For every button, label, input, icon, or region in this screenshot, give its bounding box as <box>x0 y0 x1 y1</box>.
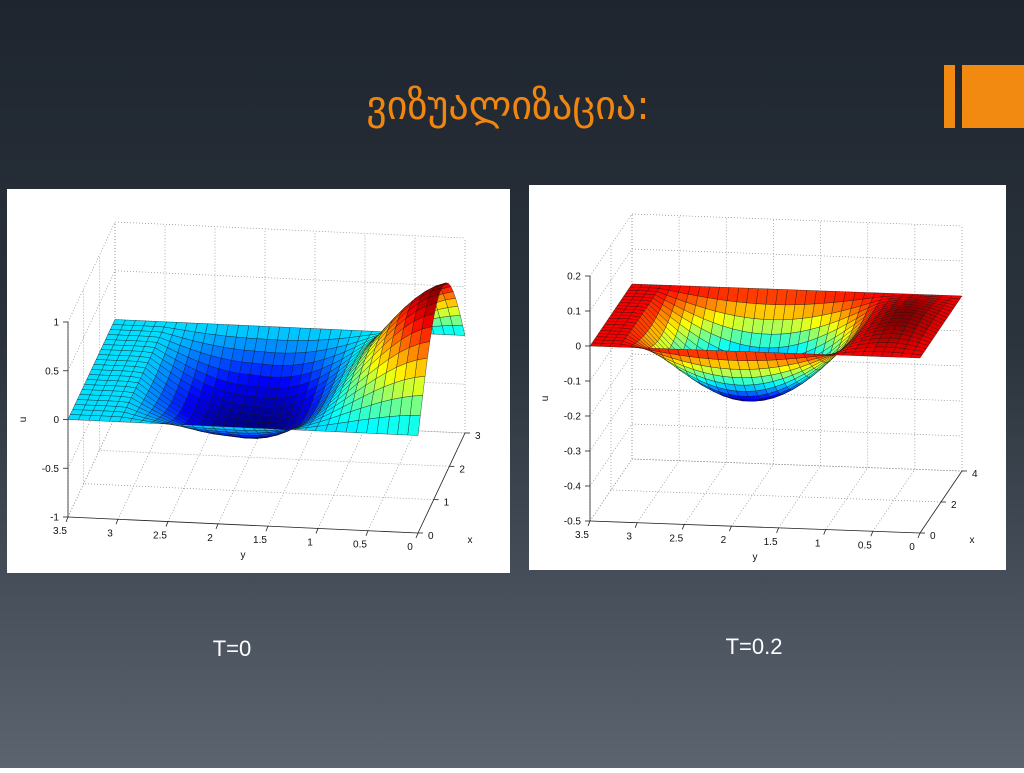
y-axis-label: y <box>241 550 246 561</box>
y-tick-label: 2 <box>721 535 727 546</box>
u-tick-label: 0.5 <box>45 366 59 377</box>
figure-caption: T=0.2 <box>726 634 783 659</box>
x-tick-label: 1 <box>444 498 450 509</box>
surface-cell <box>628 287 640 291</box>
surface-cell <box>113 320 126 326</box>
surface-cell <box>77 395 90 401</box>
u-tick-label: 1 <box>53 318 59 329</box>
surface-cell <box>68 415 81 421</box>
surface-cell <box>603 324 615 328</box>
x-tick-label: 0 <box>930 531 936 542</box>
y-tick-label: 1 <box>815 539 821 550</box>
surface-cell <box>82 385 95 391</box>
y-tick-label: 0.5 <box>353 540 367 551</box>
accent-block <box>962 65 1024 128</box>
y-tick-label: 3 <box>107 528 113 539</box>
surface-cell <box>598 331 610 335</box>
u-axis-label: u <box>18 417 29 423</box>
surface-cell <box>92 365 105 371</box>
surface-cell <box>590 343 602 347</box>
surface-cell <box>622 296 634 300</box>
surface-cell <box>596 334 608 338</box>
surface-cell <box>630 284 642 288</box>
surface-cell <box>85 380 98 386</box>
u-tick-label: 0 <box>575 342 581 353</box>
y-tick-label: 0.5 <box>858 540 872 551</box>
figure-caption: T=0 <box>213 636 252 661</box>
y-tick-label: 2.5 <box>153 531 167 542</box>
u-tick-label: -0.3 <box>564 447 582 458</box>
surface-cell <box>75 400 88 406</box>
surface-cell <box>101 345 114 351</box>
surface-cell <box>601 327 613 331</box>
u-tick-label: 0 <box>53 415 59 426</box>
surface-cell <box>70 410 83 416</box>
x-tick-label: 2 <box>951 500 957 511</box>
surface-cell <box>594 337 606 341</box>
u-tick-label: -0.2 <box>564 412 582 423</box>
surface-cell <box>96 355 109 361</box>
surface-cell <box>615 306 627 310</box>
y-tick-label: 1 <box>307 537 313 548</box>
surface-cell <box>626 290 638 294</box>
u-tick-label: -0.5 <box>42 464 60 475</box>
y-tick-label: 0 <box>909 542 915 553</box>
surface-cell <box>108 330 121 336</box>
y-tick-label: 0 <box>407 542 413 553</box>
surface-cell <box>607 318 619 322</box>
x-tick-label: 2 <box>459 464 465 475</box>
surface-cell <box>605 321 617 325</box>
surface-cell <box>592 340 604 344</box>
surface-cell <box>80 390 93 396</box>
surface-cell <box>87 375 100 381</box>
surface-cell <box>613 309 625 313</box>
y-tick-label: 2.5 <box>669 533 683 544</box>
x-axis-label: x <box>970 535 975 546</box>
y-axis-label: y <box>753 552 758 563</box>
surface-cell <box>99 350 112 356</box>
slide-title: ვიზუალიზაცია: <box>366 83 649 129</box>
surface-cell <box>89 370 102 376</box>
u-tick-label: -0.5 <box>564 517 582 528</box>
x-tick-label: 3 <box>475 431 481 442</box>
y-tick-label: 2 <box>207 533 213 544</box>
surface-cell <box>110 325 123 331</box>
surface-cell <box>106 335 119 341</box>
u-tick-label: 0.2 <box>567 272 581 283</box>
u-tick-label: -0.4 <box>564 482 582 493</box>
y-tick-label: 1.5 <box>764 537 778 548</box>
u-tick-label: -1 <box>50 513 59 524</box>
u-axis-label: u <box>540 396 551 402</box>
surface-cell <box>619 300 631 304</box>
u-tick-label: -0.1 <box>564 377 582 388</box>
surface-cell <box>103 340 116 346</box>
y-tick-label: 3 <box>626 532 632 543</box>
x-tick-label: 4 <box>972 469 978 480</box>
surface-cell <box>609 315 621 319</box>
x-axis-label: x <box>468 535 473 546</box>
surface-cell <box>624 293 636 297</box>
x-tick-label: 0 <box>428 531 434 542</box>
accent-bar <box>944 65 955 128</box>
surface-cell <box>94 360 107 366</box>
surface-cell <box>611 312 623 316</box>
surface-cell <box>617 303 629 307</box>
y-tick-label: 3.5 <box>53 526 67 537</box>
u-tick-label: 0.1 <box>567 307 581 318</box>
surface-cell <box>73 405 86 411</box>
y-tick-label: 3.5 <box>575 530 589 541</box>
y-tick-label: 1.5 <box>253 535 267 546</box>
